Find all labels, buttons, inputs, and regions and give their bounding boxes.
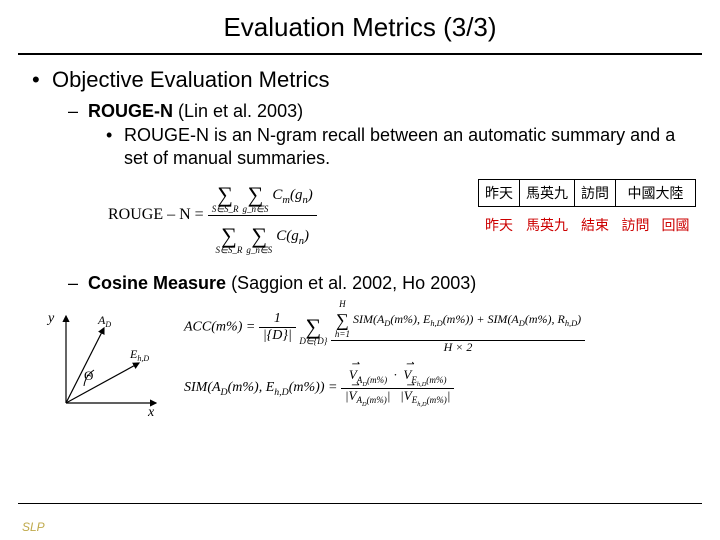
token-cell: 回國: [656, 207, 696, 239]
token-table: 昨天 馬英九 訪問 中國大陸 昨天 馬英九 結束 訪問 回國: [478, 179, 696, 238]
rouge-row: ROUGE – N = ∑S∈S_R ∑g_n∈S Cm(gn) ∑S∈S_R …: [24, 175, 696, 263]
bullet-cosine: Cosine Measure (Saggion et al. 2002, Ho …: [24, 273, 696, 294]
token-cell: 訪問: [616, 207, 656, 239]
bullet-rouge: ROUGE-N (Lin et al. 2003): [24, 101, 696, 122]
token-cell: 馬英九: [520, 180, 575, 207]
token-cell: 訪問: [575, 180, 616, 207]
rouge-lhs: ROUGE – N: [108, 206, 191, 223]
rouge-fraction: ∑S∈S_R ∑g_n∈S Cm(gn) ∑S∈S_R ∑g_n∈S C(gn): [208, 175, 317, 256]
vec-a-label: AD: [97, 313, 111, 329]
token-row-2: 昨天 馬英九 結束 訪問 回國: [479, 207, 696, 239]
footer-logo: SLP: [22, 520, 45, 534]
vec-e-label: Eh,D: [129, 347, 149, 363]
token-cell: 中國大陸: [616, 180, 696, 207]
acc-formula: ACC(m%) = 1 |{D}| ∑D∈{D} H∑h=1 SIM(AD(m%…: [184, 300, 585, 408]
bullet-objective: Objective Evaluation Metrics: [24, 67, 696, 93]
rouge-name: ROUGE-N: [88, 101, 173, 121]
slide: Evaluation Metrics (3/3) Objective Evalu…: [0, 0, 720, 540]
token-cell: 昨天: [479, 207, 520, 239]
slide-title: Evaluation Metrics (3/3): [0, 0, 720, 53]
token-cell: 馬英九: [520, 207, 575, 239]
slide-body: Objective Evaluation Metrics ROUGE-N (Li…: [0, 67, 720, 450]
token-cell: 昨天: [479, 180, 520, 207]
sim-formula: SIM(AD(m%), Eh,D(m%)) = ⇀VAD(m%) · ⇀VEh,…: [184, 368, 585, 408]
axis-x-label: x: [147, 405, 155, 418]
angle-label: Θ: [84, 368, 93, 383]
bullet-rouge-desc: ROUGE-N is an N-gram recall between an a…: [24, 124, 696, 169]
rouge-citation: (Lin et al. 2003): [173, 101, 303, 121]
cosine-row: y x AD Eh,D Θ ACC(m%) = 1 |{D}| ∑D∈{D} H: [24, 300, 696, 450]
cosine-name: Cosine Measure: [88, 273, 226, 293]
rouge-formula: ROUGE – N = ∑S∈S_R ∑g_n∈S Cm(gn) ∑S∈S_R …: [108, 175, 317, 256]
cosine-citation: (Saggion et al. 2002, Ho 2003): [226, 273, 476, 293]
title-rule: [18, 53, 702, 55]
token-cell: 結束: [575, 207, 616, 239]
token-row-1: 昨天 馬英九 訪問 中國大陸: [479, 180, 696, 207]
footer-rule: [18, 503, 702, 504]
vector-diagram: y x AD Eh,D Θ: [44, 308, 164, 418]
axis-y-label: y: [46, 311, 55, 326]
